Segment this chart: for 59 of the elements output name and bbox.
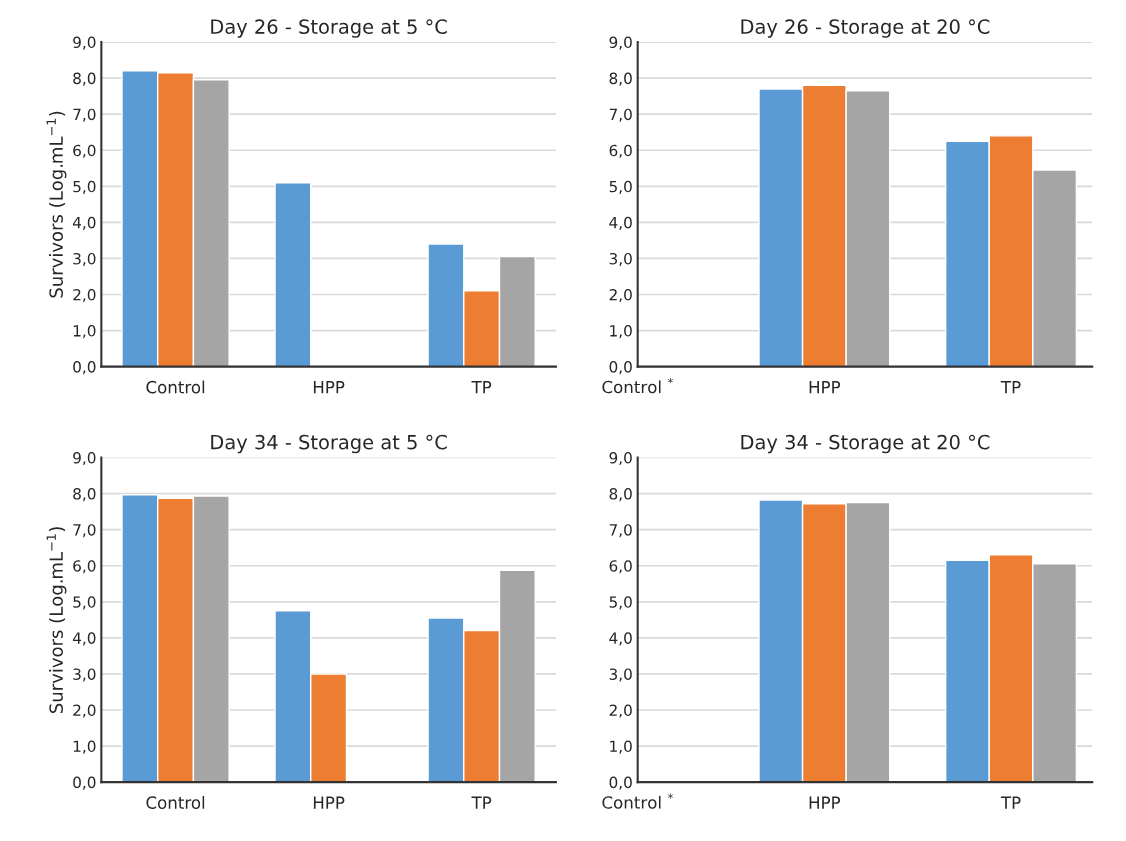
y-tick-label: 5,0 (73, 180, 96, 194)
x-tick-label: Control (146, 380, 205, 394)
y-tick-label: 3,0 (73, 668, 96, 682)
y-tick-label: 2,0 (73, 704, 96, 718)
x-tick-label: HPP (809, 796, 841, 809)
y-tick-label: 1,0 (610, 325, 632, 339)
y-tick-label: 1,0 (73, 325, 96, 339)
y-tick-label: 6,0 (609, 560, 632, 574)
y-tick-label: 8,0 (73, 72, 96, 86)
y-tick-label: 3,0 (609, 252, 632, 267)
x-tick-label: TP (471, 796, 492, 809)
x-tick-label: HPP (809, 381, 841, 394)
y-tick-label: 1,0 (73, 740, 96, 754)
y-axis-title: Survivors (Log.mL$^{−1}$) (46, 527, 67, 713)
y-tick-label: 3,0 (73, 252, 96, 267)
chart-title: Day 34 - Storage at 5 °C (211, 434, 447, 454)
chart-title: Day 26 - Storage at 20 °C (741, 19, 990, 38)
y-tick-label: 0,0 (73, 776, 96, 790)
x-tick-label: Control (146, 796, 205, 809)
y-tick-label: 9,0 (73, 36, 96, 50)
chart-title: Day 26 - Storage at 5 °C (211, 19, 447, 38)
y-tick-label: 5,0 (73, 596, 96, 610)
y-tick-label: 6,0 (73, 560, 96, 574)
bar (274, 182, 312, 367)
y-tick-label: 0,0 (73, 361, 96, 375)
y-tick-label: 0,0 (609, 361, 632, 375)
y-tick-label: 1,0 (610, 740, 632, 754)
x-tick-label: TP (1000, 796, 1021, 809)
y-tick-label: 7,0 (73, 524, 96, 538)
y-tick-label: 4,0 (72, 216, 96, 230)
x-tick-label: HPP (313, 381, 345, 394)
y-tick-label: 4,0 (72, 632, 96, 646)
x-tick-label: HPP (313, 796, 345, 809)
y-tick-label: 4,0 (609, 216, 632, 230)
y-tick-label: 0,0 (609, 776, 632, 790)
y-tick-label: 2,0 (73, 288, 96, 303)
y-tick-label: 7,0 (73, 108, 96, 122)
x-tick-label: Control $^{*}$ (602, 793, 673, 809)
y-axis-title: Survivors (Log.mL$^{−1}$) (46, 111, 67, 298)
y-tick-label: 5,0 (609, 596, 632, 610)
y-tick-label: 7,0 (609, 524, 632, 538)
y-tick-label: 2,0 (609, 704, 632, 718)
y-tick-label: 5,0 (609, 180, 632, 194)
y-tick-label: 4,0 (609, 632, 632, 646)
x-tick-label: TP (471, 381, 492, 394)
y-tick-label: 8,0 (73, 488, 96, 502)
y-tick-label: 9,0 (73, 452, 96, 466)
y-tick-label: 2,0 (609, 288, 632, 303)
y-tick-label: 3,0 (609, 668, 632, 682)
y-tick-label: 8,0 (609, 488, 632, 502)
y-tick-label: 6,0 (609, 144, 632, 158)
y-tick-label: 9,0 (609, 452, 632, 466)
y-tick-label: 7,0 (609, 108, 632, 122)
y-tick-label: 9,0 (609, 36, 632, 50)
y-tick-label: 8,0 (609, 72, 632, 86)
y-tick-label: 6,0 (73, 144, 96, 158)
x-tick-label: TP (1000, 381, 1021, 394)
x-tick-label: Control $^{*}$ (602, 378, 673, 394)
chart-title: Day 34 - Storage at 20 °C (741, 434, 990, 454)
